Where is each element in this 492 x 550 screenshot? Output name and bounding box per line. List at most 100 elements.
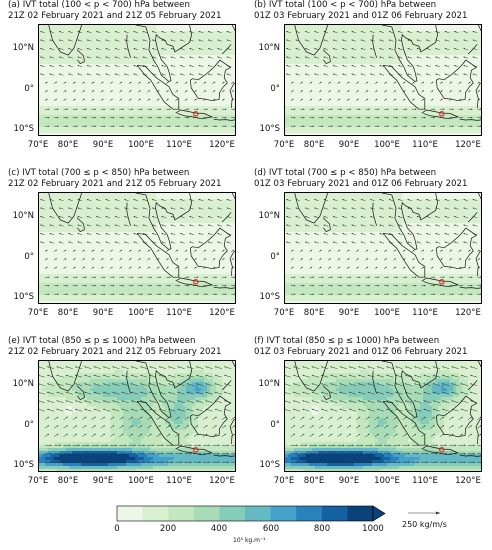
lon-label-80e: 80°E bbox=[303, 476, 325, 486]
ivt-vectors bbox=[39, 366, 235, 463]
ivt-vectors bbox=[40, 31, 235, 127]
lon-label-120e: 120°E bbox=[455, 476, 481, 486]
colorbar-tick: 600 bbox=[262, 524, 280, 534]
ivt-shading bbox=[285, 193, 481, 303]
panel-title: (d) IVT total (700 ≤ p < 850) hPa betwee… bbox=[254, 168, 468, 189]
lon-label-70e: 70°E bbox=[273, 140, 295, 150]
panel-title: (c) IVT total (700 ≤ p < 850) hPa betwee… bbox=[8, 168, 222, 189]
colorbar-segment bbox=[321, 506, 348, 521]
ivt-field bbox=[285, 193, 481, 303]
lon-label-120e: 120°E bbox=[209, 308, 235, 318]
colorbar-tick: 1000 bbox=[362, 524, 384, 534]
coastlines bbox=[48, 361, 235, 457]
lon-label-80e: 80°E bbox=[57, 308, 79, 318]
lat-label-10s: 10°S bbox=[259, 292, 280, 302]
lon-label-80e: 80°E bbox=[303, 140, 325, 150]
ivt-shading bbox=[39, 25, 235, 135]
ivt-vectors bbox=[40, 199, 235, 295]
coastlines bbox=[48, 25, 235, 121]
lat-label-10s: 10°S bbox=[259, 460, 280, 470]
colorbar-unit-label: 10⁵ kg.m⁻¹ bbox=[233, 537, 266, 544]
ivt-shading bbox=[39, 193, 235, 303]
panel-title: (f) IVT total (850 ≤ p ≤ 1000) hPa betwe… bbox=[254, 336, 468, 357]
colorbar-tick: 0 bbox=[114, 524, 120, 534]
location-marker bbox=[193, 279, 199, 285]
ivt-map bbox=[38, 192, 236, 304]
lat-label-10n: 10°N bbox=[258, 379, 280, 389]
colorbar-segment bbox=[347, 506, 374, 521]
lat-label-10n: 10°N bbox=[258, 211, 280, 221]
lon-label-90e: 90°E bbox=[338, 476, 360, 486]
lat-label-10s: 10°S bbox=[13, 124, 34, 134]
location-marker bbox=[439, 279, 445, 285]
lon-label-90e: 90°E bbox=[338, 308, 360, 318]
lat-label-10s: 10°S bbox=[259, 124, 280, 134]
lon-label-100e: 100°E bbox=[374, 308, 400, 318]
lat-label-10n: 10°N bbox=[12, 211, 34, 221]
lon-label-110e: 110°E bbox=[166, 140, 192, 150]
map-panel-d: (d) IVT total (700 ≤ p < 850) hPa betwee… bbox=[246, 168, 492, 344]
colorbar-segment bbox=[245, 506, 271, 521]
panel-title: (b) IVT total (100 < p < 700) hPa betwee… bbox=[254, 0, 468, 21]
lat-label-0: 0° bbox=[24, 84, 34, 94]
ivt-shading bbox=[39, 361, 235, 471]
ivt-field bbox=[39, 25, 235, 135]
lat-label-0: 0° bbox=[270, 84, 280, 94]
coastlines bbox=[294, 361, 481, 457]
lon-label-110e: 110°E bbox=[166, 476, 192, 486]
location-marker bbox=[439, 447, 445, 453]
ivt-map bbox=[38, 24, 236, 136]
colorbar-segment bbox=[168, 506, 195, 521]
location-marker bbox=[439, 111, 445, 117]
ivt-vectors bbox=[286, 31, 481, 127]
ivt-field bbox=[39, 361, 235, 471]
ivt-map bbox=[284, 360, 482, 472]
lon-label-90e: 90°E bbox=[92, 140, 114, 150]
map-panel-f: (f) IVT total (850 ≤ p ≤ 1000) hPa betwe… bbox=[246, 336, 492, 512]
lat-label-0: 0° bbox=[270, 420, 280, 430]
ivt-field bbox=[285, 25, 481, 135]
colorbar-segment bbox=[117, 506, 143, 521]
location-marker bbox=[193, 447, 199, 453]
lat-label-10s: 10°S bbox=[13, 460, 34, 470]
ivt-vectors bbox=[286, 199, 481, 295]
lat-label-0: 0° bbox=[24, 420, 34, 430]
lon-label-100e: 100°E bbox=[374, 140, 400, 150]
lon-label-90e: 90°E bbox=[92, 308, 114, 318]
lon-label-120e: 120°E bbox=[455, 308, 481, 318]
colorbar-segment bbox=[193, 506, 220, 521]
lon-label-70e: 70°E bbox=[27, 140, 49, 150]
ivt-field bbox=[285, 361, 481, 471]
ivt-map bbox=[284, 24, 482, 136]
panel-title: (e) IVT total (850 ≤ p ≤ 1000) hPa betwe… bbox=[8, 336, 222, 357]
lon-label-100e: 100°E bbox=[128, 308, 154, 318]
map-panel-c: (c) IVT total (700 ≤ p < 850) hPa betwee… bbox=[0, 168, 246, 344]
colorbar-segment bbox=[296, 506, 323, 521]
lon-label-70e: 70°E bbox=[27, 476, 49, 486]
lon-label-80e: 80°E bbox=[303, 308, 325, 318]
lon-label-120e: 120°E bbox=[209, 140, 235, 150]
colorbar-extend-arrow bbox=[372, 505, 386, 522]
colorbar-tick: 400 bbox=[210, 524, 228, 534]
lon-label-70e: 70°E bbox=[273, 476, 295, 486]
lon-label-70e: 70°E bbox=[27, 308, 49, 318]
ivt-field bbox=[39, 193, 235, 303]
coastlines bbox=[294, 25, 481, 121]
lon-label-120e: 120°E bbox=[209, 476, 235, 486]
lon-label-110e: 110°E bbox=[412, 476, 438, 486]
lat-label-10n: 10°N bbox=[258, 43, 280, 53]
colorbar-scale bbox=[116, 505, 440, 522]
lon-label-100e: 100°E bbox=[128, 140, 154, 150]
lon-label-70e: 70°E bbox=[273, 308, 295, 318]
colorbar: 0 200 400 600 800 1000 10⁵ kg.m⁻¹ 250 kg… bbox=[0, 502, 492, 550]
colorbar-segment bbox=[142, 506, 169, 521]
lon-label-110e: 110°E bbox=[412, 308, 438, 318]
colorbar-outline bbox=[116, 505, 374, 522]
map-panel-a: (a) IVT total (100 < p < 700) hPa betwee… bbox=[0, 0, 246, 176]
colorbar-tick: 200 bbox=[159, 524, 177, 534]
lon-label-120e: 120°E bbox=[455, 140, 481, 150]
ivt-map bbox=[38, 360, 236, 472]
colorbar-segment bbox=[219, 506, 246, 521]
lon-label-90e: 90°E bbox=[92, 476, 114, 486]
colorbar-segment bbox=[270, 506, 297, 521]
